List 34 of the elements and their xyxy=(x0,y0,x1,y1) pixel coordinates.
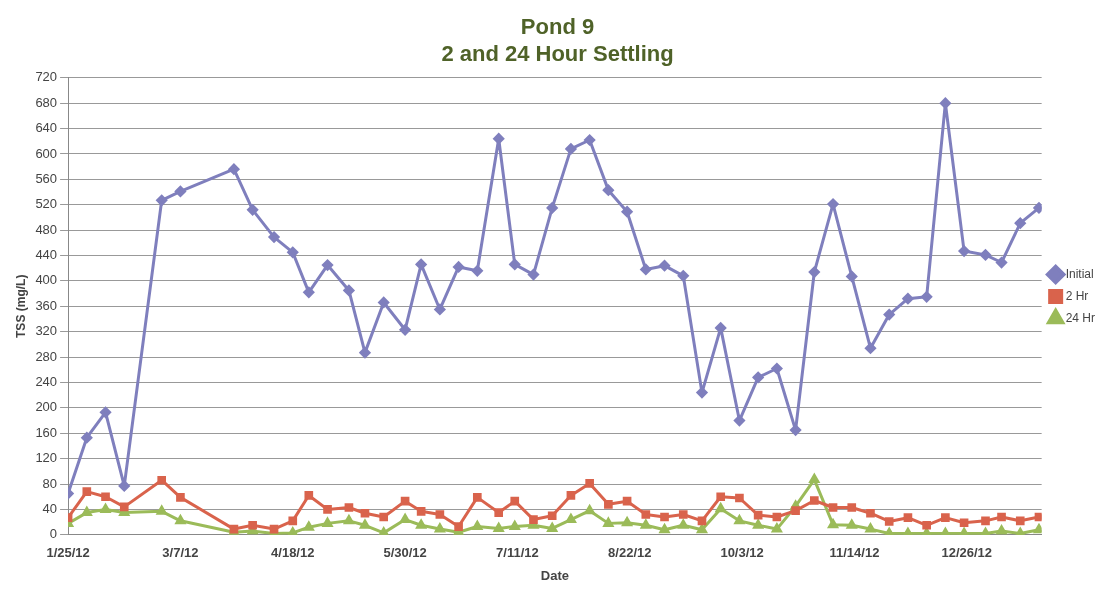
y-tick-label: 640 xyxy=(35,120,58,136)
y-tick-label: 240 xyxy=(35,374,58,390)
chart-title: Pond 9 2 and 24 Hour Settling xyxy=(441,14,674,66)
y-tick-label: 440 xyxy=(35,247,58,263)
y-tick-label: 280 xyxy=(35,348,58,364)
x-tick-label: 10/3/12 xyxy=(720,545,764,561)
legend-label: 24 Hr xyxy=(1065,310,1095,325)
y-axis-title: TSS (mg/L) xyxy=(13,274,28,338)
y-tick-label: 400 xyxy=(35,272,58,288)
x-tick-label: 4/18/12 xyxy=(271,545,315,561)
y-tick-label: 520 xyxy=(35,196,58,212)
x-tick-label: 12/26/12 xyxy=(941,545,993,561)
y-tick-label: 0 xyxy=(49,526,58,542)
y-tick-label: 120 xyxy=(35,450,58,466)
y-tick-label: 600 xyxy=(35,145,58,161)
x-tick-label: 8/22/12 xyxy=(608,545,652,561)
y-tick-label: 680 xyxy=(35,94,58,110)
legend-label: 2 Hr xyxy=(1065,288,1089,303)
y-tick-label: 40 xyxy=(42,500,58,516)
y-tick-label: 360 xyxy=(35,297,58,313)
x-axis-title: Date xyxy=(540,567,569,583)
x-tick-label: 11/14/12 xyxy=(829,545,880,561)
x-tick-label: 7/11/12 xyxy=(496,545,539,561)
legend-label: Initial xyxy=(1065,266,1094,281)
y-tick-label: 160 xyxy=(35,424,58,440)
y-tick-label: 720 xyxy=(35,69,58,85)
y-tick-label: 200 xyxy=(35,399,58,415)
y-tick-label: 320 xyxy=(35,323,58,339)
x-tick-label: 1/25/12 xyxy=(46,545,90,561)
x-tick-label: 5/30/12 xyxy=(383,545,427,561)
y-tick-label: 560 xyxy=(35,170,58,186)
x-tick-label: 3/7/12 xyxy=(162,545,199,561)
y-tick-label: 80 xyxy=(42,475,58,491)
y-tick-label: 480 xyxy=(35,221,58,237)
